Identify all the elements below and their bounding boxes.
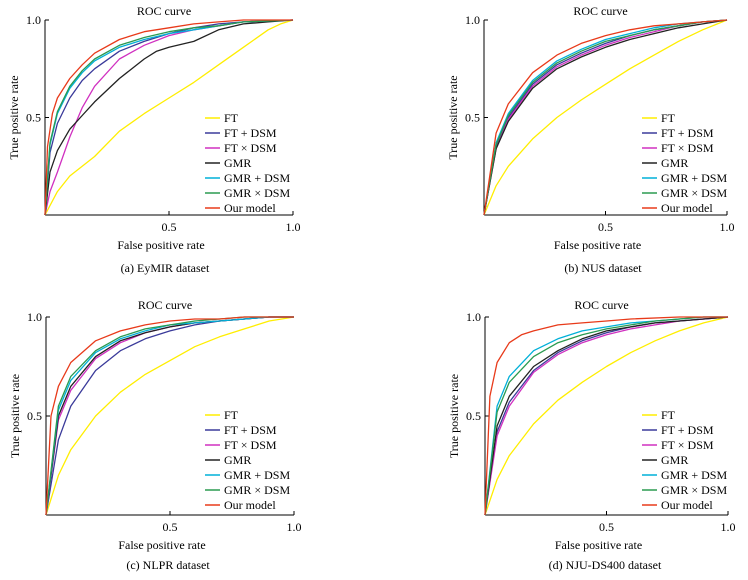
legend-label: GMR × DSM (661, 186, 727, 200)
legend-label: GMR (224, 453, 251, 467)
y-axis-label: True positive rate (7, 75, 21, 159)
series-line-1 (484, 316, 729, 516)
legend-label: FT + DSM (661, 126, 714, 140)
legend-label: GMR × DSM (224, 186, 290, 200)
series-line-4 (483, 19, 728, 216)
legend-label: FT × DSM (224, 141, 277, 155)
panel-caption: (d) NJU-DS400 dataset (549, 558, 662, 572)
x-tick-label: 1.0 (721, 520, 736, 534)
series-line-6 (483, 19, 728, 216)
legend-label: GMR (224, 156, 251, 170)
legend-label: FT (224, 408, 239, 422)
panel-caption: (c) NLPR dataset (126, 558, 210, 572)
roc-panel-1: 0.5 1.0 0.5 1.0 ROC curve False positive rate… (7, 4, 301, 275)
legend-label: FT × DSM (224, 438, 277, 452)
y-tick-label: 1.0 (26, 13, 41, 27)
y-tick-label: 1.0 (466, 310, 481, 324)
chart-title: ROC curve (138, 298, 192, 312)
y-tick-label: 0.5 (466, 409, 481, 423)
legend-label: GMR + DSM (661, 468, 727, 482)
x-tick-label: 0.5 (599, 520, 614, 534)
x-axis-label: False positive rate (117, 238, 204, 252)
legend-label: FT × DSM (661, 438, 714, 452)
legend-label: Our model (224, 498, 276, 512)
y-tick-label: 1.0 (27, 310, 42, 324)
legend-label: GMR (661, 453, 688, 467)
legend-label: FT + DSM (224, 126, 277, 140)
legend-label: FT × DSM (661, 141, 714, 155)
series-line-5 (45, 316, 294, 516)
y-tick-label: 0.5 (27, 409, 42, 423)
legend-label: GMR + DSM (224, 468, 290, 482)
legend-label: GMR + DSM (224, 171, 290, 185)
chart-title: ROC curve (137, 4, 191, 18)
x-axis-label: False positive rate (554, 238, 641, 252)
series-line-6 (44, 19, 294, 216)
legend-label: FT (661, 111, 676, 125)
legend-label: Our model (661, 201, 713, 215)
series-line-1 (44, 19, 294, 216)
series-line-1 (45, 316, 295, 516)
x-tick-label: 1.0 (720, 220, 735, 234)
x-tick-label: 1.0 (286, 220, 301, 234)
legend-label: GMR × DSM (224, 483, 290, 497)
y-axis-label: True positive rate (446, 75, 460, 159)
panel-caption: (b) NUS dataset (564, 261, 642, 275)
x-axis-label: False positive rate (555, 538, 642, 552)
legend-label: Our model (661, 498, 713, 512)
series-line-4 (44, 19, 294, 216)
series-line-1 (483, 19, 728, 216)
legend-label: FT + DSM (661, 423, 714, 437)
legend-label: FT + DSM (224, 423, 277, 437)
legend-label: GMR + DSM (661, 171, 727, 185)
roc-panel-2: 0.5 1.0 0.5 1.0 ROC curve False positive rate… (446, 4, 735, 275)
x-tick-label: 0.5 (162, 220, 177, 234)
y-tick-label: 1.0 (465, 13, 480, 27)
series-line-7 (483, 19, 728, 216)
x-axis-label: False positive rate (118, 538, 205, 552)
y-tick-label: 0.5 (26, 111, 41, 125)
legend-label: Our model (224, 201, 276, 215)
chart-title: ROC curve (574, 298, 628, 312)
y-axis-label: True positive rate (8, 374, 22, 458)
series-line-6 (484, 316, 728, 516)
y-tick-label: 0.5 (465, 111, 480, 125)
series-line-7 (44, 19, 293, 216)
y-axis-label: True positive rate (447, 374, 461, 458)
chart-title: ROC curve (573, 4, 627, 18)
panel-caption: (a) EyMIR dataset (121, 261, 210, 275)
legend-label: GMR × DSM (661, 483, 727, 497)
series-line-4 (484, 316, 729, 516)
series-line-7 (45, 316, 294, 516)
x-tick-label: 1.0 (287, 520, 302, 534)
roc-panel-3: 0.5 1.0 0.5 1.0 ROC curve False positive rate… (8, 298, 302, 572)
x-tick-label: 0.5 (598, 220, 613, 234)
legend-label: GMR (661, 156, 688, 170)
legend-label: FT (661, 408, 676, 422)
x-tick-label: 0.5 (163, 520, 178, 534)
series-line-7 (484, 316, 728, 516)
roc-panel-4: 0.5 1.0 0.5 1.0 ROC curve False positive rate… (447, 298, 736, 572)
series-line-2 (44, 19, 294, 216)
legend-label: FT (224, 111, 239, 125)
